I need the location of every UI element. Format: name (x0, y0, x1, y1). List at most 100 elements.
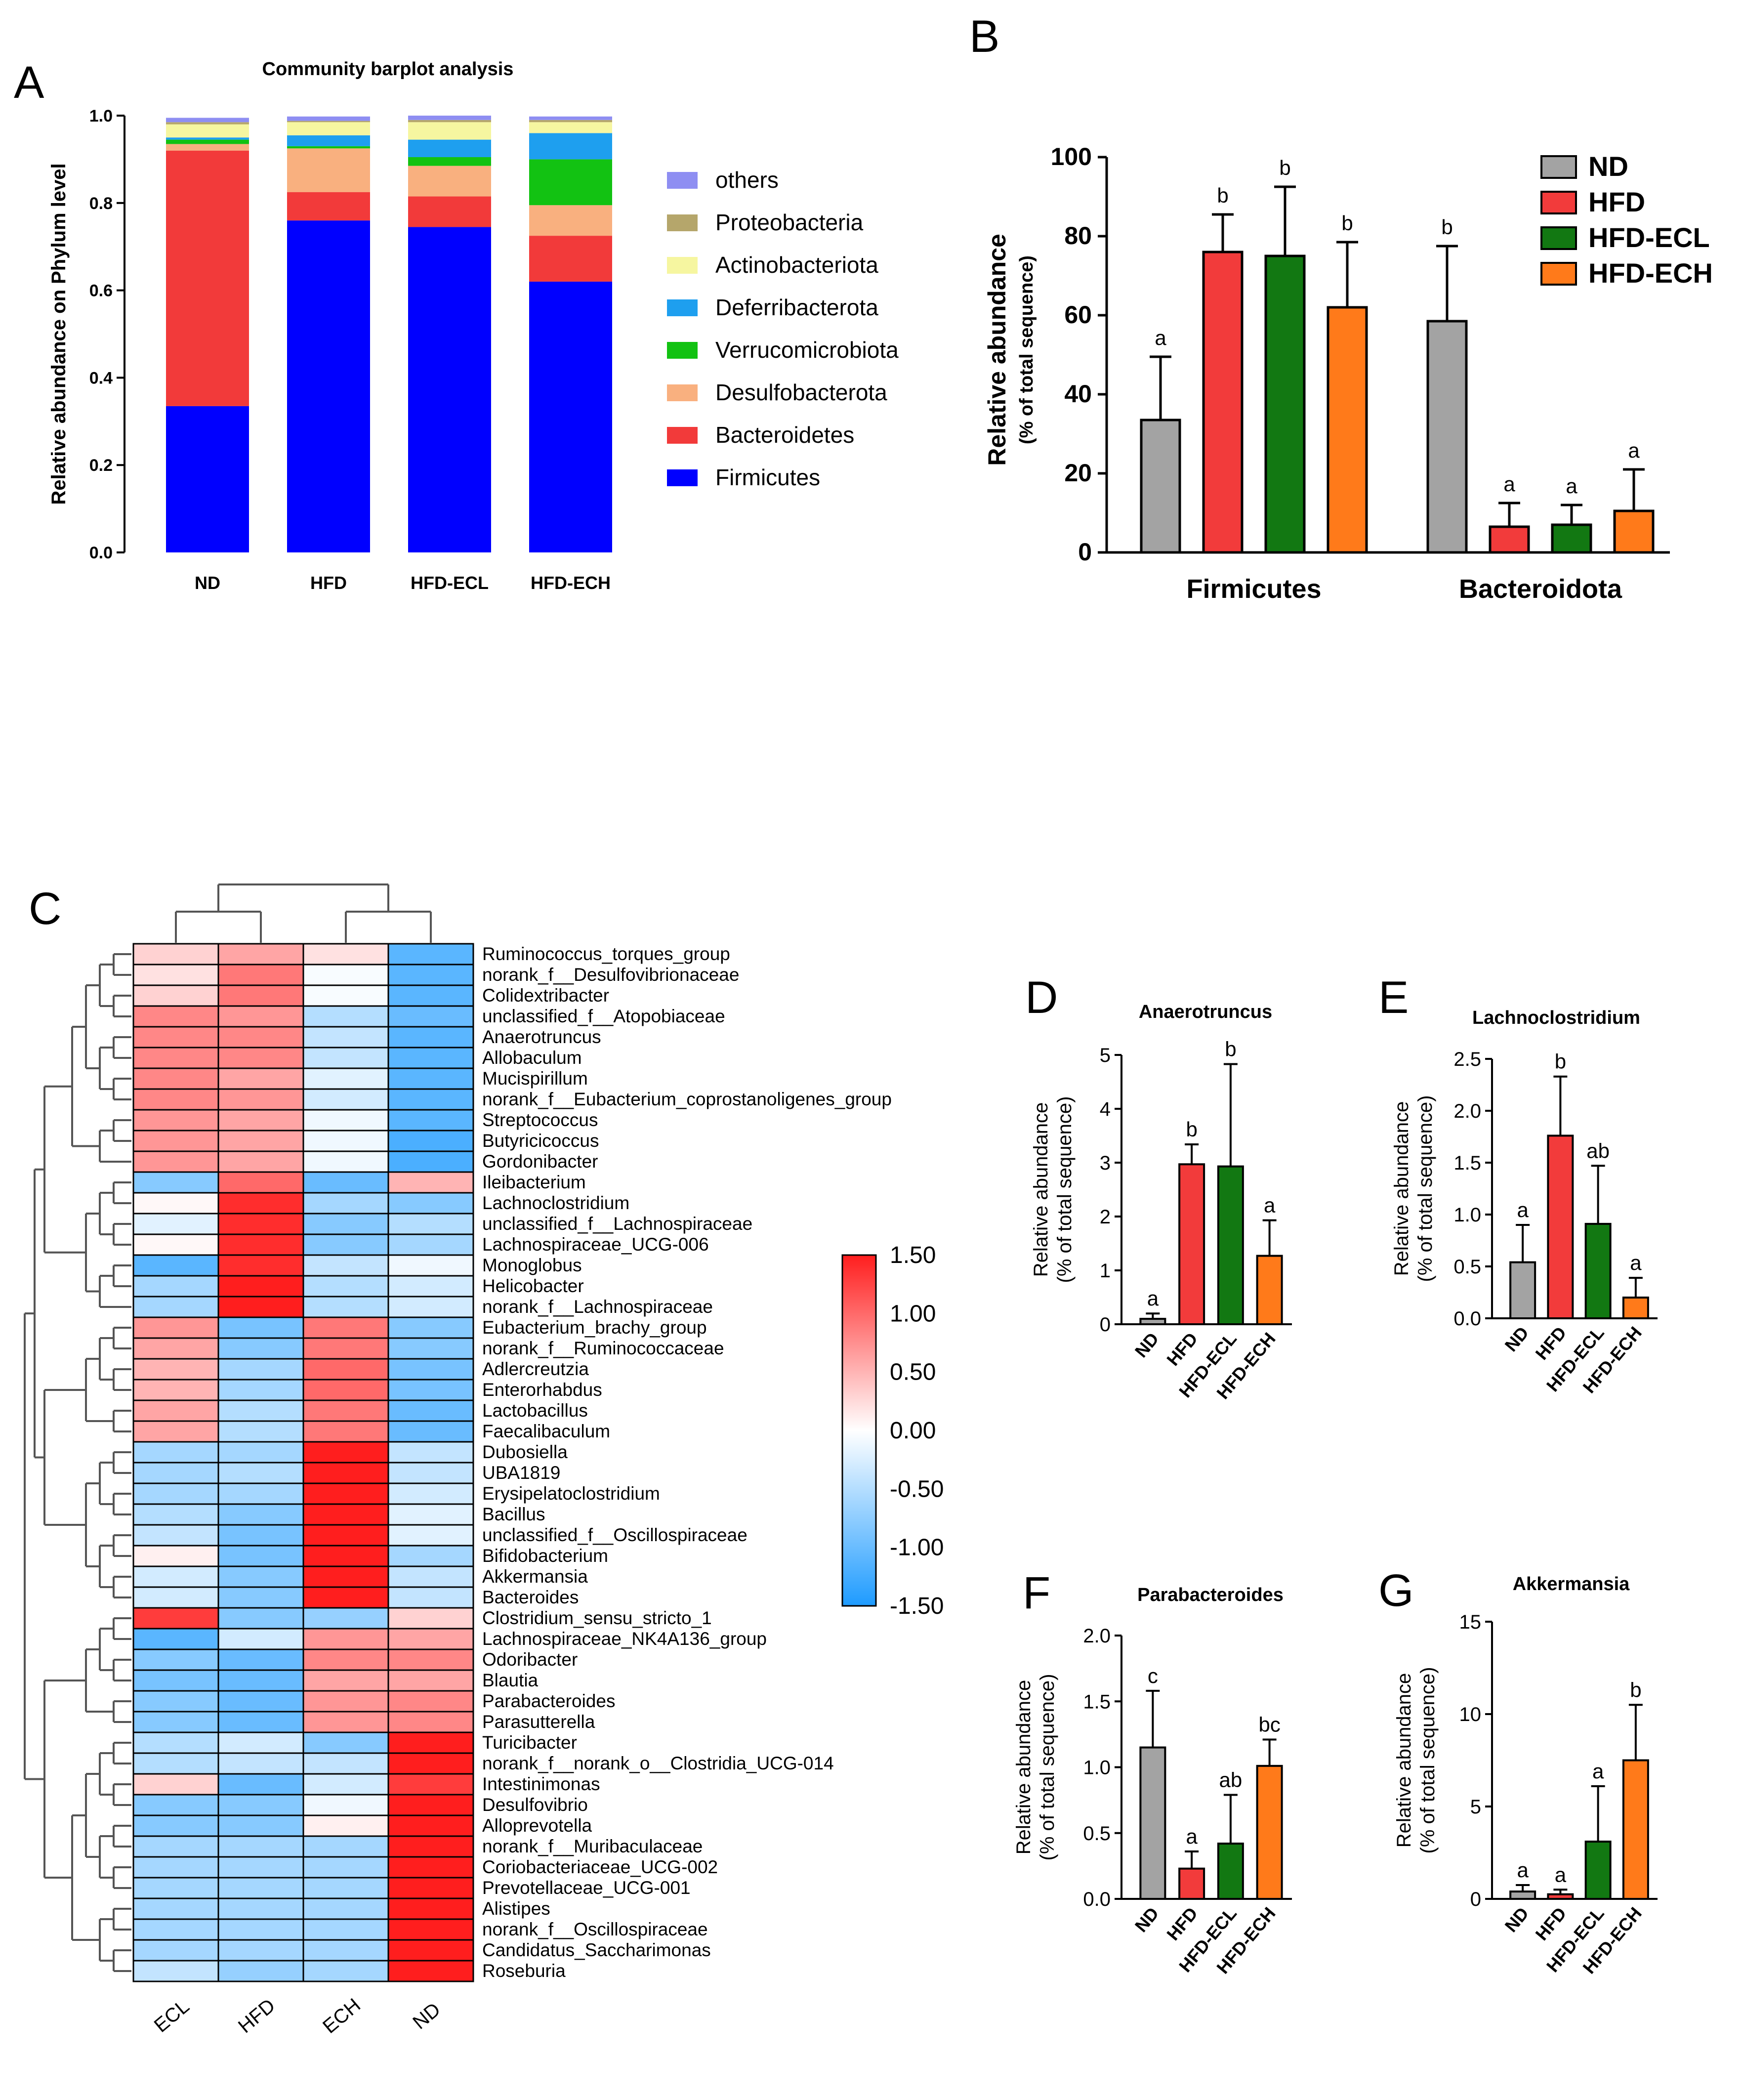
heatmap-cell (217, 1482, 304, 1505)
heatmap-row-label: norank_f__Eubacterium_coprostanoligenes_… (482, 1089, 892, 1109)
significance-letter: a (1628, 439, 1640, 462)
panel-g-bar-chart: Akkermansia 0 5 10 15 Relative abundance (% of… (1393, 1574, 1658, 1977)
y-tick-label: 2.5 (1453, 1049, 1481, 1070)
heatmap-cell (132, 1130, 219, 1152)
heatmap-row-label: Ileibacterium (482, 1172, 586, 1192)
bar-segment-desulfobacterota (408, 166, 491, 197)
heatmap-row-label: UBA1819 (482, 1463, 560, 1483)
heatmap-row-label: Akkermansia (482, 1566, 588, 1587)
heatmap-cell (302, 1337, 389, 1360)
y-tick-label: 1 (1100, 1260, 1111, 1282)
bar-hfd-ech (1256, 1764, 1283, 1900)
heatmap-row-label: Candidatus_Saccharimonas (482, 1940, 711, 1960)
colorbar-tick-label: 0.50 (890, 1359, 936, 1386)
heatmap-cell (302, 1711, 389, 1733)
heatmap-cell (132, 1628, 219, 1650)
heatmap-cell (387, 1005, 474, 1028)
bar-nd (1509, 1890, 1536, 1900)
heatmap-cell (217, 1088, 304, 1111)
legend-swatch (1540, 191, 1577, 214)
heatmap-cell (387, 1835, 474, 1858)
heatmap-cell (302, 1150, 389, 1173)
heatmap-row-label: Adlercreutzia (482, 1359, 589, 1379)
heatmap-cell (132, 1690, 219, 1713)
significance-letter: a (1186, 1825, 1198, 1848)
chart-title: Parabacteroides (1137, 1585, 1284, 1605)
chart-title: Akkermansia (1513, 1574, 1630, 1595)
heatmap-row-label: Coriobacteriaceae_UCG-002 (482, 1857, 718, 1877)
bar-segment-firmicutes (287, 220, 370, 552)
legend-label: ND (1588, 151, 1628, 182)
panel-letter-g: G (1378, 1565, 1414, 1616)
heatmap-cell (302, 1752, 389, 1775)
heatmap-row-label: norank_f__norank_o__Clostridia_UCG-014 (482, 1753, 834, 1773)
heatmap-cell (217, 1503, 304, 1526)
heatmap-row-label: Lachnospiraceae_UCG-006 (482, 1234, 709, 1255)
bar-hfd (1202, 251, 1244, 554)
legend-label: Proteobacteria (715, 210, 864, 235)
bar-segment-firmicutes (166, 406, 249, 552)
heatmap-row-label: Desulfovibrio (482, 1795, 588, 1815)
heatmap-cell (132, 1462, 219, 1484)
significance-letter: b (1279, 156, 1290, 179)
bar-segment-actinobacteriota (529, 122, 612, 133)
heatmap-cell (132, 1545, 219, 1567)
y-tick-label: 20 (1064, 459, 1092, 487)
y-tick-label: 2.0 (1453, 1100, 1481, 1122)
y-tick-label: 80 (1064, 222, 1092, 250)
colorbar-tick-label: 1.50 (890, 1242, 936, 1268)
heatmap-cell (132, 1213, 219, 1235)
heatmap-cell (217, 964, 304, 986)
bar-segment-desulfobacterota (529, 205, 612, 236)
y-tick-label: 10 (1459, 1704, 1482, 1725)
y-axis-label-units: (% of total sequence) (1414, 1095, 1436, 1282)
heatmap-cell (387, 1856, 474, 1879)
y-tick-label: 40 (1064, 380, 1092, 408)
heatmap-cell (387, 1233, 474, 1256)
heatmap-cell (387, 1752, 474, 1775)
heatmap-cell (132, 1358, 219, 1381)
heatmap-cell (217, 1648, 304, 1671)
bar-hfd-ech (1622, 1297, 1649, 1319)
heatmap-column-label: ND (409, 1999, 445, 2034)
significance-letter: b (1341, 211, 1353, 235)
heatmap-cell (302, 1897, 389, 1920)
bar-hfd-ecl (1217, 1165, 1244, 1325)
y-tick-label: 100 (1051, 143, 1092, 170)
heatmap-cell (132, 1752, 219, 1775)
heatmap-cell (387, 943, 474, 966)
legend-swatch (667, 257, 698, 274)
bar-segment-proteobacteria (529, 120, 612, 123)
colorbar-tick-label: -1.50 (890, 1593, 944, 1619)
heatmap-cell (302, 1773, 389, 1796)
y-tick-label: 0.5 (1083, 1823, 1111, 1845)
significance-letter: b (1217, 184, 1228, 207)
colorbar-tick-label: -0.50 (890, 1476, 944, 1502)
bar-segment-proteobacteria (287, 121, 370, 123)
heatmap-cell (387, 1690, 474, 1713)
heatmap-cell (387, 964, 474, 986)
y-axis-label: Relative abundance on Phylum level (48, 163, 70, 504)
legend-label: Verrucomicrobiota (715, 337, 899, 363)
significance-letter: b (1225, 1038, 1236, 1061)
heatmap-cell (217, 1130, 304, 1152)
bar-nd (1509, 1261, 1536, 1320)
heatmap-cell (302, 1399, 389, 1422)
legend-swatch (667, 469, 698, 486)
heatmap-cell (302, 1067, 389, 1090)
colorbar-tick-label: 1.00 (890, 1301, 936, 1327)
heatmap-cell (302, 1130, 389, 1152)
heatmap-cell (302, 1005, 389, 1028)
heatmap-row-label: Mucispirillum (482, 1068, 588, 1089)
heatmap-cell (387, 1794, 474, 1816)
heatmap-cell (302, 1669, 389, 1692)
heatmap-cell (217, 1420, 304, 1443)
heatmap-cell (302, 1503, 389, 1526)
legend-swatch (1540, 262, 1577, 286)
heatmap-cell (217, 1586, 304, 1609)
panel-c-heatmap: Ruminococcus_torques_groupnorank_f__Desu… (24, 883, 944, 2038)
significance-letter: b (1555, 1050, 1566, 1073)
heatmap-cell (387, 1150, 474, 1173)
heatmap-cell (217, 1524, 304, 1547)
heatmap-row-label: norank_f__Desulfovibrionaceae (482, 965, 739, 985)
